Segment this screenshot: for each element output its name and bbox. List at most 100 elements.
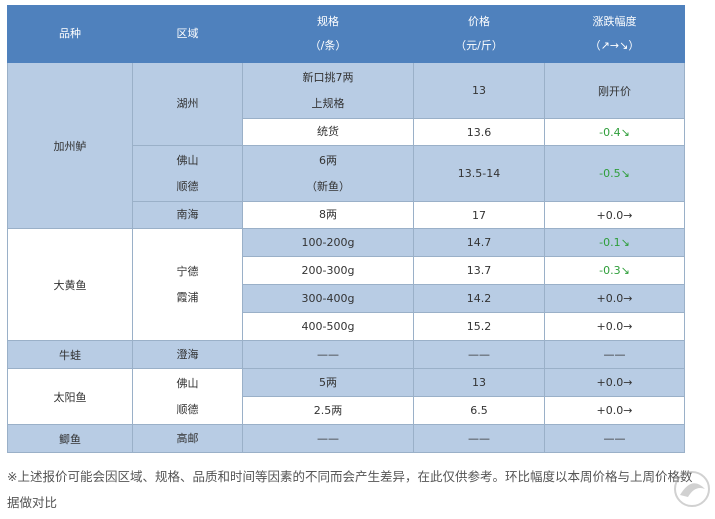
region-label: 南海 (176, 208, 199, 221)
price-cell: 15.2 (413, 312, 545, 341)
price-cell: —— (413, 340, 545, 369)
change-cell: +0.0→ (544, 368, 685, 397)
table-row: 400-500g 15.2 +0.0→ (8, 312, 685, 341)
table-row: 鲫鱼 高邮 —— —— —— (7, 424, 685, 453)
price-cell: 14.2 (413, 284, 545, 313)
region-cell: 宁德 霞浦 (132, 228, 243, 341)
region-cell: 澄海 (132, 340, 243, 369)
change-cell: +0.0→ (544, 201, 685, 229)
spec-cell: 8两 (242, 201, 414, 229)
spec-label: 5两 (319, 375, 337, 389)
price-cell: 13 (413, 368, 545, 397)
spec-label: 200-300g (301, 263, 355, 277)
header-price-label: 价格 (468, 15, 490, 28)
change-cell: +0.0→ (544, 312, 685, 341)
spec-label: 300-400g (301, 291, 355, 305)
price-cell: 13.7 (413, 256, 545, 285)
table-row: 南海 8两 17 +0.0→ (8, 201, 685, 229)
table-row: 2.5两 6.5 +0.0→ (8, 396, 685, 425)
spec-label: 8两 (319, 208, 337, 221)
header-change-label: 涨跌幅度 (592, 15, 637, 28)
table-row: 统货 13.6 -0.4↘ (8, 118, 685, 146)
region-cell: 佛山 顺德 (132, 368, 243, 425)
spec-cell: —— (242, 424, 414, 453)
region-label: 霞浦 (176, 290, 199, 304)
change-cell: -0.4↘ (544, 118, 685, 146)
footnote: ※上述报价可能会因区域、规格、品质和时间等因素的不同而会产生差异，在此仅供参考。… (7, 469, 693, 510)
variety-cell: 大黄鱼 (7, 228, 133, 341)
spec-label: 统货 (317, 125, 339, 138)
price-cell: 13.6 (413, 118, 545, 146)
price-cell: 6.5 (413, 396, 545, 425)
price-cell: 17 (413, 201, 545, 229)
spec-cell: 6两 （新鱼） (242, 145, 414, 202)
spec-cell: 200-300g (242, 256, 414, 285)
table-header-row: 品种 区域 规格 （/条） 价格 （元/斤） 涨跌幅度 （↗→↘） (7, 5, 685, 63)
table-row: 佛山顺德 6两 （新鱼） 13.5-14 -0.5↘ (8, 145, 685, 202)
spec-label: 上规格 (311, 96, 345, 110)
header-spec-unit: （/条） (309, 39, 347, 52)
spec-label: （新鱼） (306, 179, 350, 193)
spec-cell: 100-200g (242, 228, 414, 257)
change-cell: —— (544, 424, 685, 453)
table-row: 大黄鱼 宁德 霞浦 100-200g 14.7 -0.1↘ (7, 228, 685, 341)
header-change: 涨跌幅度 （↗→↘） (544, 5, 685, 63)
header-price: 价格 （元/斤） (413, 5, 545, 63)
price-cell: 13.5-14 (413, 145, 545, 202)
spec-cell: 5两 (242, 368, 414, 397)
change-cell: —— (544, 340, 685, 369)
header-price-unit: （元/斤） (455, 39, 503, 52)
region-label: 顺德 (176, 179, 199, 193)
change-cell: +0.0→ (544, 284, 685, 313)
header-change-unit: （↗→↘） (589, 39, 640, 52)
spec-label: 100-200g (301, 235, 355, 249)
watermark-logo (674, 471, 710, 507)
region-label: 顺德 (176, 402, 199, 416)
region-cell: 湖州 (132, 62, 243, 146)
change-cell: -0.1↘ (544, 228, 685, 257)
region-label: 宁德 (176, 264, 199, 278)
header-region: 区域 (132, 5, 243, 63)
table-row: 200-300g 13.7 -0.3↘ (8, 256, 685, 285)
variety-cell: 牛蛙 (7, 340, 133, 369)
change-cell: 刚开价 (544, 62, 685, 119)
table-row: 牛蛙 澄海 —— —— —— (7, 340, 685, 369)
region-cell: 高邮 (132, 424, 243, 453)
spec-label: 新口挑7两 (302, 70, 354, 84)
header-variety-label: 品种 (59, 27, 81, 40)
spec-label: —— (317, 347, 339, 361)
header-spec: 规格 （/条） (242, 5, 414, 63)
table-row: 加州鲈 湖州 新口挑7两 上规格 13 刚开价 (7, 62, 685, 229)
spec-label: 2.5两 (313, 403, 343, 417)
spec-cell: 新口挑7两上规格 (242, 62, 414, 119)
header-region-label: 区域 (176, 27, 199, 40)
price-cell: —— (413, 424, 545, 453)
spec-cell: —— (242, 340, 414, 369)
region-label: 湖州 (176, 97, 199, 110)
header-variety: 品种 (7, 5, 133, 63)
region-label: 佛山 (176, 376, 199, 390)
spec-cell: 统货 (242, 118, 414, 146)
price-cell: 13 (413, 62, 545, 119)
region-label: 佛山 (176, 153, 199, 167)
spec-cell: 2.5两 (242, 396, 414, 425)
price-cell: 14.7 (413, 228, 545, 257)
table-row: 太阳鱼 佛山 顺德 5两 13 +0.0→ (7, 368, 685, 425)
region-cell: 佛山 顺德 (132, 145, 243, 202)
spec-label: 6两 (319, 153, 337, 167)
region-label: 高邮 (176, 431, 199, 445)
change-cell: -0.5↘ (544, 145, 685, 202)
spec-label: —— (317, 431, 339, 445)
spec-label: 400-500g (301, 319, 355, 333)
variety-cell: 加州鲈 (7, 62, 133, 229)
spec-cell: 300-400g (242, 284, 414, 313)
price-table: 品种 区域 规格 （/条） 价格 （元/斤） 涨跌幅度 （↗→↘） 加州鲈 湖州 新口挑7… (7, 5, 685, 453)
change-cell: -0.3↘ (544, 256, 685, 285)
table-body: 加州鲈 湖州 新口挑7两 上规格 13 刚开价 统货 13.6 -0.4↘ 佛山 顺德 6两 （新鱼） 1… (7, 62, 685, 453)
change-cell: +0.0→ (544, 396, 685, 425)
variety-cell: 鲫鱼 (7, 424, 133, 453)
header-spec-label: 规格 (317, 15, 339, 28)
region-label: 澄海 (176, 347, 199, 361)
region-cell: 南海 (132, 201, 243, 229)
variety-cell: 太阳鱼 (7, 368, 133, 425)
